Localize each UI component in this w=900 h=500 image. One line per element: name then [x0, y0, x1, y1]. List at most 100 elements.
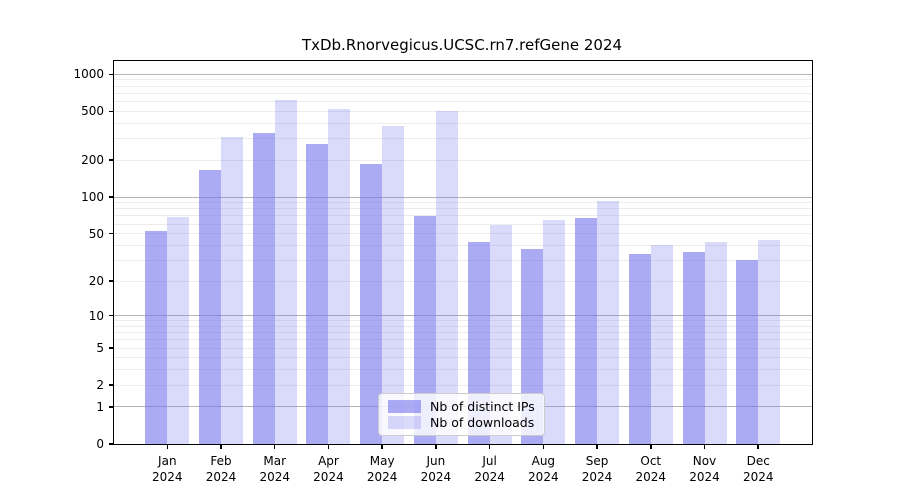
gridline-4 — [114, 357, 812, 359]
bar-distinct-ips-jan — [145, 230, 168, 444]
y-tick-mark-500 — [109, 110, 114, 113]
y-tick-label-5: 5 — [96, 341, 104, 356]
y-tick-label-100: 100 — [81, 190, 104, 205]
y-tick-label-10: 10 — [88, 308, 104, 323]
y-tick-mark-1 — [109, 406, 114, 408]
gridline-2 — [114, 384, 812, 386]
x-tick-label-oct: Oct 2024 — [635, 454, 667, 484]
bar-distinct-ips-oct — [628, 253, 651, 444]
gridline-800 — [114, 85, 812, 87]
x-tick-mark-oct — [650, 444, 652, 449]
x-tick-mark-jan — [166, 444, 169, 449]
x-tick-mark-jun — [435, 444, 437, 449]
x-tick-mark-nov — [703, 444, 706, 449]
gridline-10 — [114, 315, 812, 317]
y-tick-mark-2 — [109, 384, 114, 386]
legend-label-distinct-ips: Nb of distinct IPs — [430, 399, 535, 414]
gridline-900 — [114, 79, 812, 81]
bar-distinct-ips-jun — [413, 215, 436, 444]
legend-swatch-distinct-ips — [388, 400, 421, 413]
y-tick-mark-5 — [109, 347, 114, 349]
x-tick-label-jun: Jun 2024 — [420, 454, 452, 484]
gridline-100 — [114, 196, 812, 198]
x-tick-mark-sep — [596, 444, 598, 449]
bar-downloads-oct — [650, 245, 673, 444]
gridline-5 — [114, 347, 812, 349]
plot-area: 0 1 2 5 10 20 50 100 200 500 1000 Jan 2024 Feb 2024… — [73, 60, 813, 484]
gridline-20 — [114, 280, 812, 282]
y-tick-label-1000: 1000 — [73, 67, 104, 82]
gridline-400 — [114, 122, 812, 124]
bar-downloads-sep — [597, 200, 620, 444]
x-tick-label-apr: Apr 2024 — [313, 454, 344, 484]
y-tick-label-200: 200 — [81, 153, 104, 168]
y-tick-mark-0 — [109, 443, 114, 445]
gridline-700 — [114, 92, 812, 94]
y-tick-label-0: 0 — [96, 437, 104, 451]
x-tick-mark-may — [381, 444, 383, 449]
gridline-60 — [114, 223, 812, 225]
y-tick-mark-100 — [109, 196, 114, 198]
x-tick-mark-apr — [327, 444, 330, 449]
bar-distinct-ips-apr — [306, 144, 329, 444]
legend-swatch-downloads — [388, 416, 421, 429]
y-tick-label-50: 50 — [88, 226, 104, 241]
y-tick-label-500: 500 — [81, 104, 104, 119]
bar-downloads-jun — [435, 111, 458, 444]
chart-title: TxDb.Rnorvegicus.UCSC.rn7.refGene 2024 — [301, 36, 623, 54]
bar-distinct-ips-nov — [682, 252, 705, 444]
y-tick-label-1: 1 — [96, 399, 104, 414]
x-tick-label-jan: Jan 2024 — [152, 454, 183, 484]
y-tick-mark-200 — [109, 159, 114, 161]
bar-downloads-feb — [221, 136, 244, 444]
x-tick-mark-feb — [220, 444, 222, 449]
y-tick-label-20: 20 — [88, 274, 104, 289]
x-tick-label-nov: Nov 2024 — [689, 454, 720, 484]
gridline-50 — [114, 233, 812, 235]
legend-item-distinct-ips: Nb of distinct IPs — [388, 399, 535, 414]
gridline-6 — [114, 339, 812, 341]
gridline-200 — [114, 159, 812, 161]
bar-downloads-may — [382, 126, 405, 444]
x-tick-label-aug: Aug 2024 — [528, 454, 559, 484]
legend: Nb of distinct IPs Nb of downloads — [378, 393, 545, 436]
bar-distinct-ips-may — [360, 163, 383, 444]
bar-distinct-ips-dec — [736, 260, 759, 444]
gridline-30 — [114, 259, 812, 261]
gridline-8 — [114, 325, 812, 327]
bar-downloads-dec — [758, 240, 781, 444]
y-tick-label-2: 2 — [96, 378, 104, 393]
y-tick-mark-50 — [109, 232, 114, 235]
x-tick-mark-aug — [542, 444, 545, 449]
legend-label-downloads: Nb of downloads — [430, 415, 535, 430]
bar-distinct-ips-mar — [252, 132, 275, 444]
gridline-300 — [114, 138, 812, 140]
x-tick-mark-jul — [488, 444, 491, 449]
x-tick-label-dec: Dec 2024 — [742, 454, 774, 484]
gridline-500 — [114, 110, 812, 112]
x-tick-mark-dec — [757, 444, 759, 449]
bar-downloads-jan — [167, 217, 190, 444]
gridline-90 — [114, 202, 812, 204]
gridline-3 — [114, 369, 812, 371]
bar-distinct-ips-sep — [575, 218, 598, 444]
bar-distinct-ips-feb — [199, 169, 222, 444]
gridline-70 — [114, 215, 812, 217]
bar-downloads-apr — [328, 108, 351, 444]
bar-downloads-mar — [274, 99, 297, 444]
y-tick-mark-20 — [109, 280, 114, 282]
gridline-40 — [114, 244, 812, 246]
gridline-9 — [114, 320, 812, 322]
x-tick-mark-mar — [273, 444, 276, 449]
x-tick-label-jul: Jul 2024 — [474, 454, 505, 484]
x-tick-label-mar: Mar 2024 — [259, 454, 290, 484]
y-tick-mark-10 — [109, 314, 114, 317]
legend-item-downloads: Nb of downloads — [388, 415, 535, 430]
bar-downloads-aug — [543, 219, 566, 444]
gridline-600 — [114, 101, 812, 103]
gridline-80 — [114, 208, 812, 210]
y-tick-mark-1000 — [109, 73, 114, 76]
bar-downloads-nov — [704, 241, 727, 444]
x-tick-label-sep: Sep 2024 — [581, 454, 613, 484]
